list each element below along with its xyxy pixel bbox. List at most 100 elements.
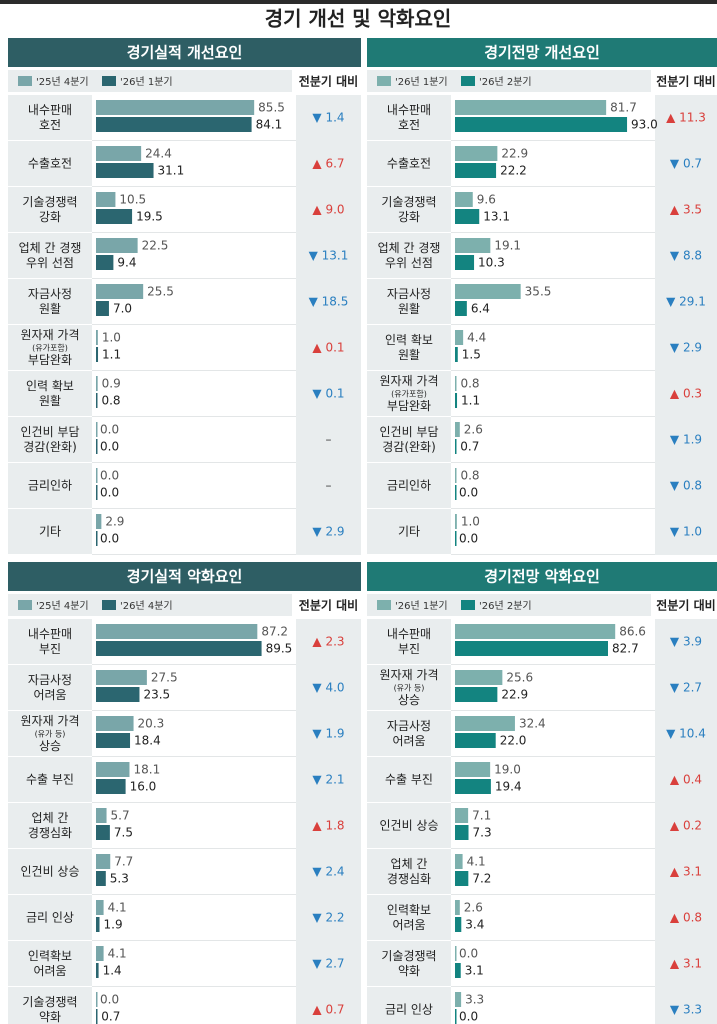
value-label: 20.3: [138, 717, 165, 731]
value-label: 31.1: [158, 164, 185, 178]
bar: [96, 900, 104, 915]
value-label: 1.9: [104, 918, 123, 932]
change-label: ▼ 3.9: [670, 635, 702, 649]
value-label: 0.8: [101, 394, 120, 408]
category-label: 원자재 가격 (유가포함) 부담완화: [379, 374, 438, 413]
bar-baseline: [455, 330, 457, 345]
category-label: 업체 간 경쟁 우위 선점: [19, 241, 82, 270]
label-cell: [8, 619, 92, 664]
bar-baseline: [455, 422, 457, 437]
bar: [455, 163, 497, 178]
value-label: 0.7: [101, 1010, 120, 1024]
bar: [455, 825, 469, 840]
bar-baseline: [96, 779, 98, 794]
bar-baseline: [455, 762, 457, 777]
category-label: 원자재 가격 (유가 등) 상승: [20, 714, 79, 753]
bar-baseline: [455, 641, 457, 656]
value-label: 7.0: [113, 302, 132, 316]
category-label: 인력확보 어려움: [28, 949, 72, 978]
panel-header: [367, 562, 717, 591]
label-cell: [8, 895, 92, 940]
bar: [96, 946, 104, 961]
change-label: ▼ 0.8: [670, 479, 702, 493]
label-cell: [367, 141, 451, 186]
bar-baseline: [96, 117, 98, 132]
change-label: ▼ 10.4: [666, 727, 706, 741]
change-label: ▼ 3.3: [670, 1003, 702, 1017]
bar-baseline: [455, 808, 457, 823]
label-cell: [8, 711, 92, 756]
value-label: 1.0: [102, 331, 121, 345]
value-label: 24.4: [145, 147, 172, 161]
legend-bg: [8, 594, 292, 616]
legend-label: '26년 1분기: [395, 600, 448, 612]
bar-baseline: [96, 284, 98, 299]
bar: [455, 330, 464, 345]
category-label: 업체 간 경쟁심화: [28, 811, 72, 840]
bar: [96, 854, 111, 869]
bar-baseline: [455, 670, 457, 685]
value-label: 27.5: [151, 671, 178, 685]
bar-baseline: [96, 192, 98, 207]
label-cell: [367, 371, 451, 416]
bar: [96, 514, 102, 529]
change-label: ▼ 1.0: [670, 525, 702, 539]
bar-baseline: [96, 762, 98, 777]
bar-baseline: [96, 238, 98, 253]
label-cell: [367, 941, 451, 986]
label-cell: [8, 371, 92, 416]
value-label: 10.5: [119, 193, 146, 207]
change-column-bg: [655, 95, 717, 555]
label-cell: [367, 417, 451, 462]
bar: [455, 422, 460, 437]
legend-label: '26년 1분기: [395, 76, 448, 88]
bar-baseline: [455, 393, 457, 408]
value-label: 5.3: [110, 872, 129, 886]
change-column-bg: [296, 95, 361, 555]
label-cell: [8, 665, 92, 710]
change-label: ▲ 3.5: [670, 203, 702, 217]
bar: [96, 301, 109, 316]
bar-baseline: [96, 808, 98, 823]
change-label: ▼ 1.9: [670, 433, 702, 447]
category-label: 기술경쟁력 약화: [22, 995, 77, 1024]
category-label: 인건비 상승: [379, 818, 438, 832]
bar-baseline: [96, 687, 98, 702]
bar: [455, 641, 608, 656]
change-label: ▼ 2.1: [312, 773, 344, 787]
bar: [455, 209, 480, 224]
category-label: 기술경쟁력 강화: [381, 195, 436, 224]
bar: [455, 100, 607, 115]
value-label: 0.9: [102, 377, 121, 391]
change-label: ▲ 0.7: [312, 1003, 344, 1017]
category-label: 기타: [398, 524, 420, 538]
value-label: 2.6: [464, 423, 483, 437]
bar: [455, 779, 491, 794]
value-label: 81.7: [610, 101, 637, 115]
bar-baseline: [96, 439, 98, 454]
value-label: 9.4: [117, 256, 136, 270]
value-label: 84.1: [256, 118, 283, 132]
label-cell: [8, 187, 92, 232]
category-label: 인력 확보 원활: [26, 379, 74, 408]
panel-header: [367, 38, 717, 67]
legend-swatch: [377, 600, 391, 610]
value-label: 18.4: [134, 734, 161, 748]
category-label: 수출호전: [28, 156, 72, 170]
bar: [96, 255, 114, 270]
category-label: 내수판매 부진: [28, 627, 72, 656]
value-label: 16.0: [130, 780, 157, 794]
value-label: 85.5: [258, 101, 285, 115]
change-label: ▲ 3.1: [670, 957, 702, 971]
bar-baseline: [96, 900, 98, 915]
label-cell: [8, 941, 92, 986]
bar-baseline: [455, 117, 457, 132]
bar-baseline: [96, 531, 98, 546]
bar-baseline: [455, 716, 457, 731]
legend-swatch: [18, 600, 32, 610]
value-label: 0.8: [460, 377, 479, 391]
bar-baseline: [96, 485, 98, 500]
change-label: ▲ 0.3: [670, 387, 702, 401]
label-cell: [367, 987, 451, 1024]
